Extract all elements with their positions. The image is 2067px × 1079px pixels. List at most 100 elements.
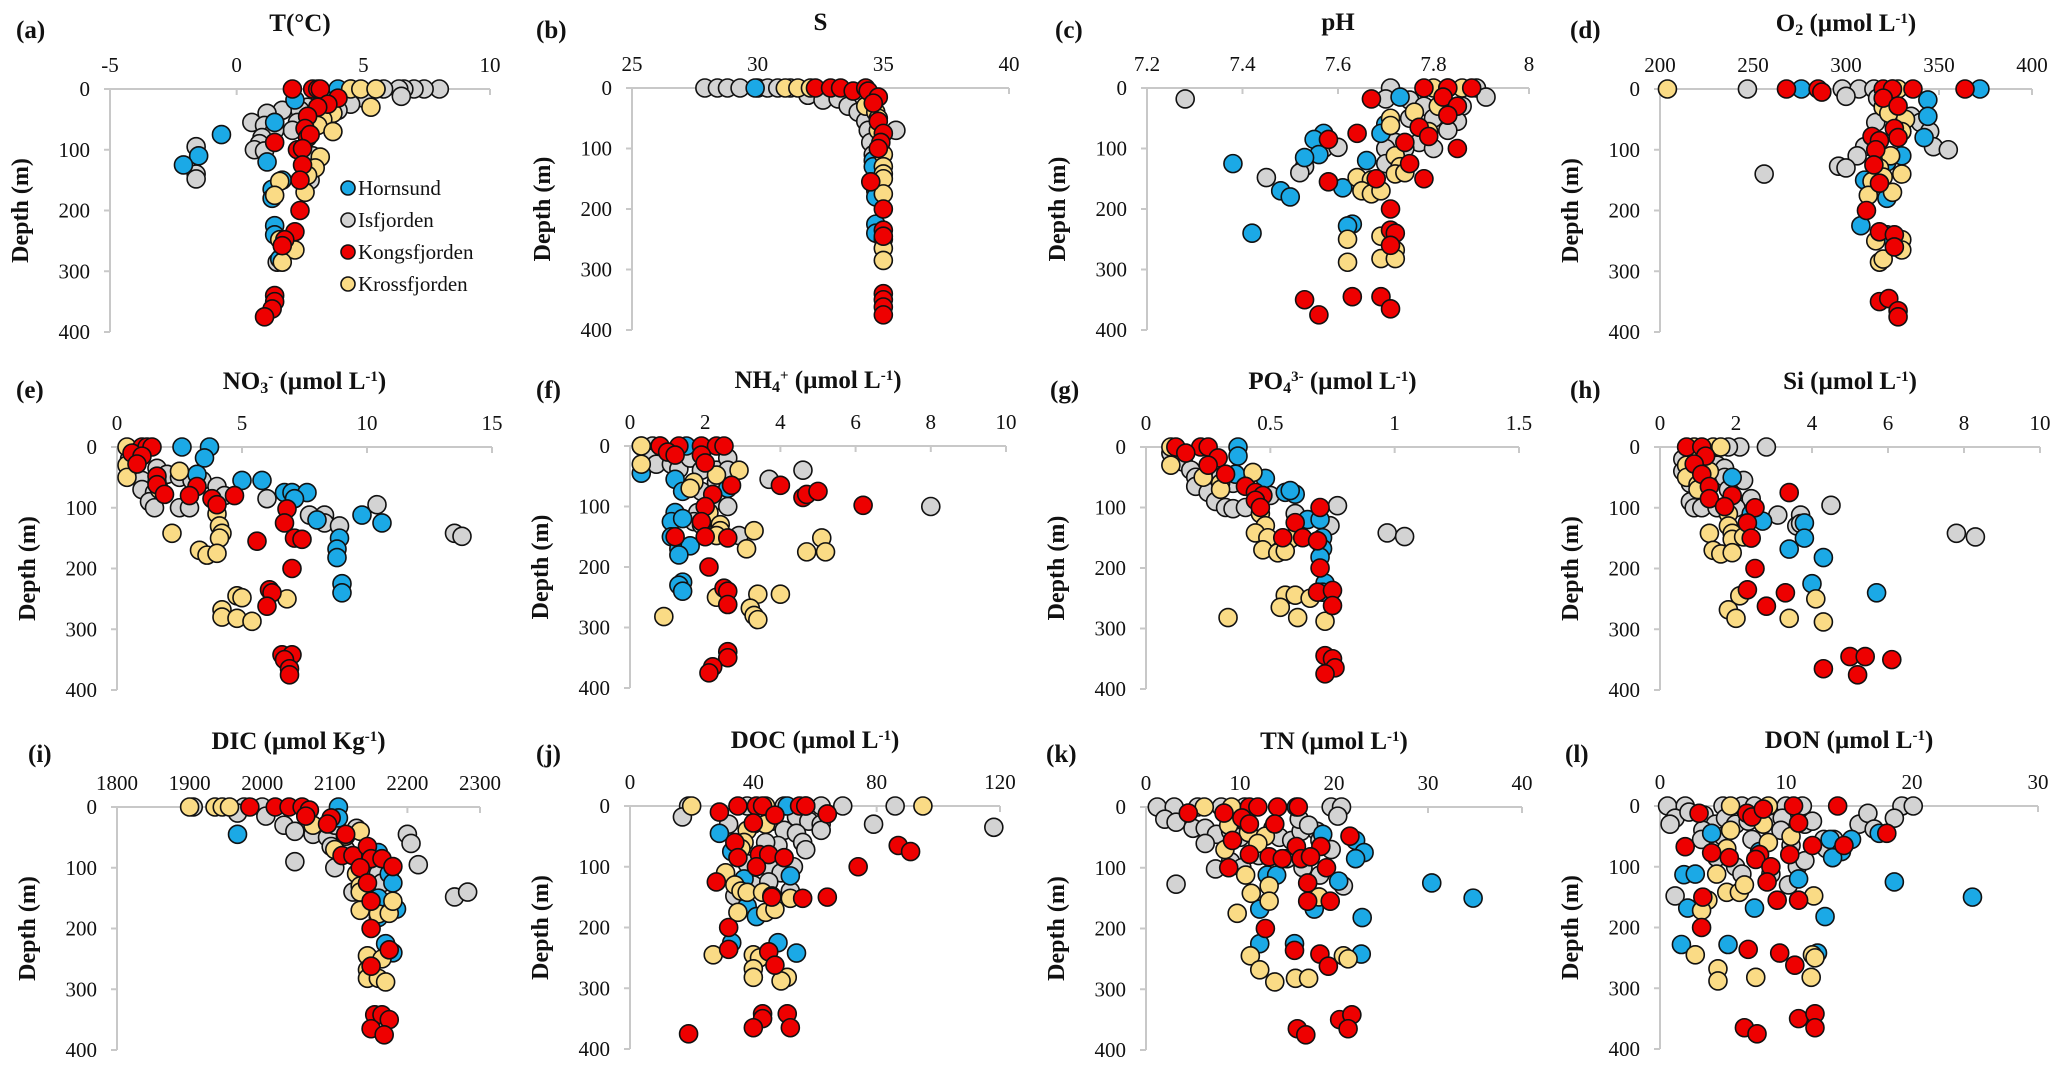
data-point [853, 495, 873, 516]
data-point [743, 1017, 764, 1038]
data-point [1463, 888, 1483, 908]
y-tick-label: 0 [1116, 795, 1127, 819]
legend-item: Hornsund [340, 176, 441, 200]
data-point [1318, 129, 1339, 150]
data-point [1280, 187, 1301, 207]
data-point [1239, 814, 1260, 834]
panel-label: (l) [1565, 741, 1589, 768]
y-tick-label: 300 [1609, 617, 1641, 641]
y-tick-label: 400 [1095, 1038, 1127, 1062]
data-point [1438, 105, 1458, 126]
legend-item: Krossfjorden [340, 272, 468, 296]
x-tick-label: 30 [747, 52, 768, 76]
x-tick-label: 0 [625, 410, 636, 434]
data-point [1298, 815, 1319, 836]
data-point [1338, 1018, 1358, 1039]
data-point [1309, 305, 1329, 325]
data-point [1847, 146, 1867, 166]
data-point [1882, 649, 1902, 670]
data-point [264, 112, 285, 133]
data-point [1296, 1025, 1316, 1045]
data-point [282, 558, 302, 579]
y-tick-label: 0 [1117, 76, 1128, 100]
y-tick-label: 100 [1095, 856, 1127, 880]
y-tick-label: 200 [1609, 199, 1641, 223]
y-axis-label: Depth (m) [1558, 158, 1584, 263]
data-point [695, 453, 716, 473]
data-point [162, 523, 182, 544]
data-point [1821, 495, 1841, 516]
data-point [1847, 665, 1868, 685]
data-point [1779, 539, 1799, 559]
x-tick-label: 200 [1644, 53, 1676, 77]
x-tick-label: 2000 [241, 771, 283, 795]
data-point [736, 539, 757, 559]
y-tick-label: 100 [66, 496, 98, 520]
series-kongsfjorden [1178, 797, 1362, 1045]
panel-k: (k) TN (µmol L-1)0 10 20 30 400100200300400De… [1044, 728, 1533, 1062]
data-point [1161, 455, 1181, 475]
data-point [1255, 918, 1276, 939]
data-point [748, 609, 768, 630]
panel-label: (f) [536, 377, 561, 404]
data-point [765, 955, 785, 975]
data-point [1310, 558, 1330, 578]
data-point [361, 97, 381, 118]
data-point [1198, 455, 1218, 475]
data-point [669, 545, 689, 565]
data-point [920, 496, 941, 517]
data-point [1779, 608, 1799, 629]
data-point [1946, 523, 1967, 544]
series-kongsfjorden [122, 437, 312, 685]
x-tick-label: 120 [984, 770, 1016, 794]
data-point [1888, 127, 1908, 148]
data-point [361, 956, 381, 976]
y-tick-label: 300 [1095, 617, 1127, 641]
data-point [1785, 955, 1805, 975]
data-point [984, 817, 1004, 838]
data-point [1706, 864, 1727, 884]
series-krossfjorden [1676, 437, 1834, 632]
data-point [873, 250, 894, 271]
data-point [770, 584, 791, 605]
data-point [1776, 79, 1797, 99]
x-tick-label: 40 [1512, 771, 1533, 795]
x-tick-label: 1900 [169, 771, 211, 795]
y-axis-label: Depth (m) [528, 515, 554, 620]
data-point [743, 967, 764, 988]
data-point [247, 531, 267, 551]
data-point [264, 185, 285, 206]
panel-label: (g) [1050, 377, 1079, 404]
data-point [1395, 132, 1415, 153]
data-point [154, 484, 175, 505]
y-tick-label: 100 [1609, 138, 1641, 162]
panel-label: (j) [536, 741, 561, 768]
x-tick-label: 0 [1141, 411, 1152, 435]
x-tick-label: 2300 [459, 771, 501, 795]
data-point [361, 891, 381, 911]
data-point [379, 939, 400, 960]
data-point [1270, 597, 1291, 618]
data-point [1218, 607, 1238, 628]
panel-label: (e) [16, 377, 44, 404]
x-tick-label: 7.4 [1229, 52, 1256, 76]
data-point [1315, 611, 1335, 632]
data-point [1788, 869, 1809, 889]
data-point [654, 606, 674, 627]
legend-label: Isfjorden [358, 208, 434, 232]
y-axis-label: Depth (m) [1558, 875, 1584, 980]
data-point [1345, 848, 1366, 869]
panel-label: (c) [1055, 17, 1083, 44]
data-point [295, 806, 316, 826]
x-tick-label: 7.8 [1420, 52, 1446, 76]
data-point [186, 169, 206, 189]
series-kongsfjorden [1166, 437, 1345, 684]
x-tick-label: 10 [480, 53, 501, 77]
data-point [1794, 528, 1815, 548]
x-tick-label: 10 [2030, 411, 2051, 435]
data-point [1227, 903, 1247, 924]
panel-label: (i) [28, 741, 52, 768]
legend-marker [340, 244, 356, 260]
data-point [1892, 164, 1912, 184]
